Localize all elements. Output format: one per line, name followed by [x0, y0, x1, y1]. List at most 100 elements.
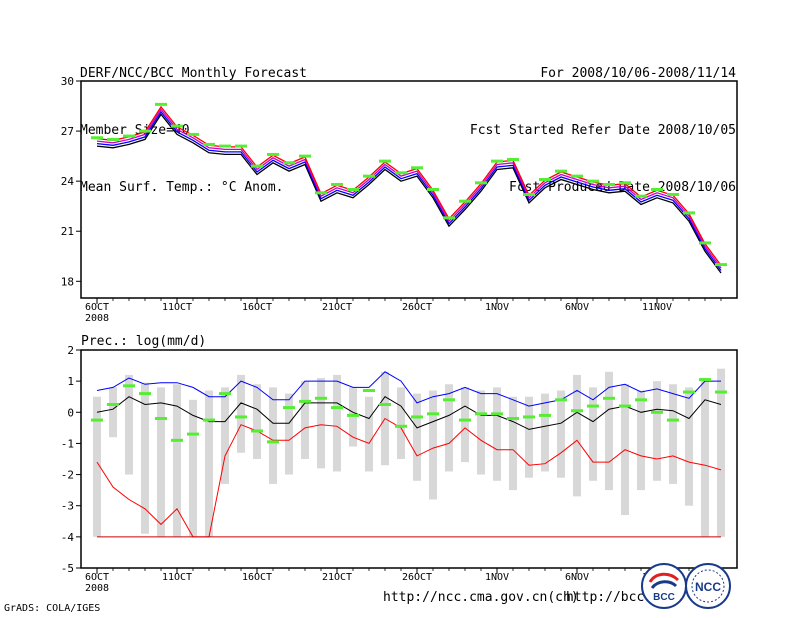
prec-xtick-label: 6NOV — [565, 572, 589, 583]
temp-observed-mark — [251, 164, 263, 168]
temp-observed-mark — [107, 137, 119, 141]
prec-range-bar — [125, 374, 133, 475]
prec-ytick-label: -2 — [61, 469, 74, 482]
forecast-period-label: For 2008/10/06-2008/11/14 — [540, 66, 736, 81]
prec-range-bar — [205, 390, 213, 537]
chart-product-title: DERF/NCC/BCC Monthly Forecast — [80, 66, 307, 81]
prec-observed-mark — [651, 410, 663, 414]
prec-ytick-label: -5 — [61, 562, 74, 575]
prec-plot-frame — [80, 349, 738, 569]
prec-range-bar — [109, 387, 117, 438]
prec-range-bar — [221, 387, 229, 484]
temp-observed-mark — [443, 216, 455, 220]
prec-xtick-label: 11OCT — [162, 572, 192, 583]
prec-observed-mark — [187, 432, 199, 436]
temp-observed-mark — [715, 263, 727, 267]
temp-observed-mark — [411, 166, 423, 170]
prec-observed-mark — [571, 409, 583, 413]
prec-range-bar — [285, 393, 293, 475]
temp-ytick-label: 27 — [61, 125, 74, 138]
prec-range-bar — [669, 384, 677, 484]
prec-xtick-label: 1NOV — [485, 572, 509, 583]
temp-observed-mark — [187, 132, 199, 136]
prec-range-bar — [413, 393, 421, 481]
temp-observed-mark — [427, 188, 439, 191]
bcc-url-link[interactable]: http://bcc. — [566, 590, 653, 605]
prec-observed-mark — [587, 404, 599, 408]
temp-xtick-label: 1NOV — [485, 302, 509, 313]
prec-range-bar — [189, 399, 197, 537]
temp-observed-mark — [379, 159, 391, 163]
temp-observed-mark — [235, 144, 247, 148]
temp-observed-mark — [507, 157, 519, 161]
temp-observed-mark — [315, 191, 327, 195]
prec-xtick-label: 16OCT — [242, 572, 272, 583]
prec-observed-mark — [395, 424, 407, 428]
temp-observed-mark — [91, 136, 103, 140]
temp-observed-mark — [459, 199, 471, 203]
bcc-logo-icon: BCC — [641, 563, 687, 609]
prec-range-bar — [509, 396, 517, 491]
ncc-url-link[interactable]: http://ncc.cma.gov.cn(ch) — [383, 590, 579, 605]
temp-observed-mark — [395, 171, 407, 175]
prec-range-bar — [253, 384, 261, 459]
temp-observed-mark — [635, 194, 647, 198]
prec-observed-mark — [523, 415, 535, 419]
temp-observed-mark — [331, 182, 343, 186]
prec-observed-mark — [283, 406, 295, 410]
ncc-logo-icon: NCC — [685, 563, 731, 609]
prec-observed-mark — [475, 412, 487, 416]
temp-observed-mark — [219, 144, 231, 148]
temp-observed-mark — [155, 102, 167, 106]
temperature-panel-title: Mean Surf. Temp.: °C Anom. — [80, 180, 284, 195]
prec-observed-mark — [219, 392, 231, 396]
prec-observed-mark — [315, 396, 327, 400]
temp-observed-mark — [171, 124, 183, 128]
temp-xtick-label: 26OCT — [402, 302, 432, 313]
temp-observed-mark — [491, 159, 503, 163]
bcc-logo-text: BCC — [653, 592, 675, 603]
prec-observed-mark — [443, 398, 455, 402]
prec-observed-mark — [251, 429, 263, 433]
temp-observed-mark — [603, 182, 615, 186]
prec-observed-mark — [619, 404, 631, 408]
prec-observed-mark — [363, 388, 375, 392]
prec-range-bar — [141, 382, 149, 534]
prec-range-bar — [461, 387, 469, 463]
temp-ytick-label: 30 — [61, 75, 74, 88]
prec-range-bar — [269, 387, 277, 484]
prec-observed-mark — [667, 418, 679, 422]
prec-observed-mark — [347, 413, 359, 417]
temp-ytick-label: 21 — [61, 225, 74, 238]
temp-series-member-mid1 — [96, 110, 722, 271]
prec-ytick-label: 2 — [67, 344, 74, 357]
temp-xtick-label: 6NOV — [565, 302, 589, 313]
temp-observed-mark — [299, 154, 311, 158]
prec-range-bar — [429, 390, 437, 500]
temp-xtick-year-label: 2008 — [85, 313, 109, 324]
prec-range-bar — [525, 396, 533, 478]
prec-ytick-label: -1 — [61, 437, 74, 450]
prec-range-bar — [701, 378, 709, 537]
ncc-logo-text: NCC — [695, 580, 721, 594]
temp-xtick-label: 16OCT — [242, 302, 272, 313]
prec-range-bar — [173, 384, 181, 537]
prec-observed-mark — [91, 418, 103, 422]
prec-range-bar — [157, 387, 165, 537]
prec-range-bar — [301, 381, 309, 459]
prec-range-bar — [477, 390, 485, 475]
temp-ytick-label: 24 — [61, 175, 75, 188]
prec-range-bar — [541, 393, 549, 472]
prec-panel-title: Prec.: log(mm/d) — [81, 334, 206, 349]
temp-observed-mark — [555, 169, 567, 173]
temp-ytick-label: 18 — [61, 275, 74, 288]
prec-observed-mark — [107, 403, 119, 406]
prec-range-bar — [237, 374, 245, 453]
prec-ytick-label: -3 — [61, 500, 74, 513]
temp-observed-mark — [587, 179, 599, 183]
prec-observed-mark — [411, 415, 423, 419]
prec-observed-mark — [459, 418, 471, 422]
prec-ytick-label: 1 — [67, 375, 74, 388]
prec-observed-mark — [155, 417, 167, 421]
